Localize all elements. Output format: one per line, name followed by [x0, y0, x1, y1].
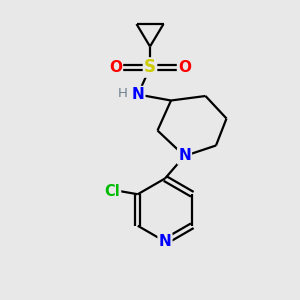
- Text: N: N: [178, 148, 191, 164]
- Text: H: H: [118, 86, 127, 100]
- Text: N: N: [132, 87, 144, 102]
- Text: N: N: [159, 234, 171, 249]
- Text: Cl: Cl: [104, 184, 120, 199]
- Text: S: S: [144, 58, 156, 76]
- Text: O: O: [109, 60, 122, 75]
- Text: O: O: [178, 60, 191, 75]
